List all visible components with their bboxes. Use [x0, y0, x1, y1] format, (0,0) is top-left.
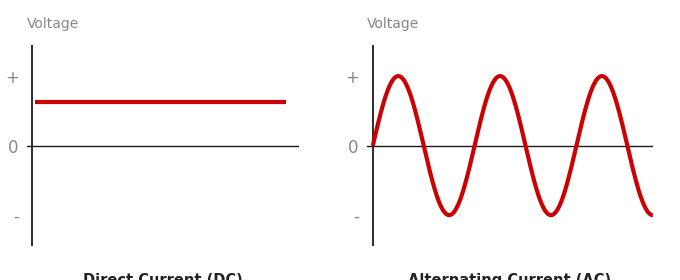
Text: Direct Current (DC): Direct Current (DC) — [84, 273, 243, 280]
Text: Alternating Current (AC): Alternating Current (AC) — [409, 273, 611, 280]
Text: Voltage: Voltage — [367, 17, 420, 31]
Text: Voltage: Voltage — [27, 17, 80, 31]
